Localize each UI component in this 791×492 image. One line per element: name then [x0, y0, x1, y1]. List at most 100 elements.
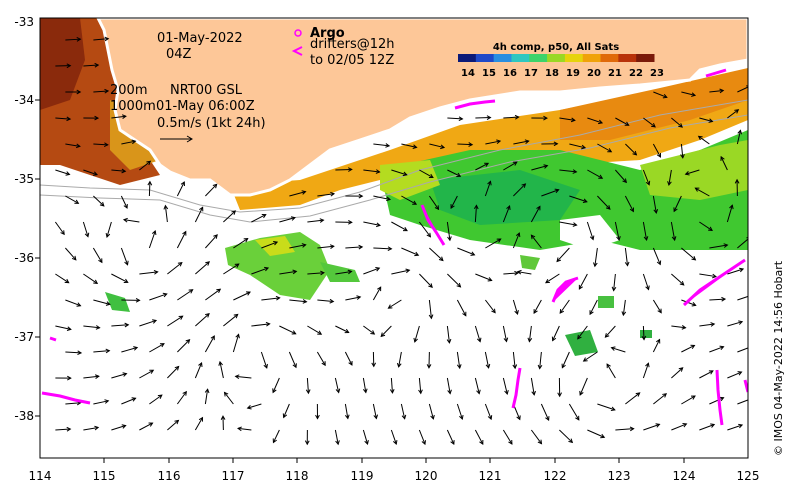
current-arrow	[272, 377, 280, 393]
current-arrowhead	[479, 440, 484, 445]
current-arrow	[391, 221, 408, 232]
current-arrowhead	[485, 363, 491, 369]
current-arrowhead	[682, 422, 688, 428]
current-arrowhead	[729, 204, 734, 210]
current-arrowhead	[386, 196, 392, 202]
current-arrowhead	[94, 62, 100, 68]
current-arrow	[65, 195, 79, 204]
current-arrow	[643, 423, 660, 431]
current-source-label: NRT00 GSL	[170, 83, 243, 98]
current-arrow	[82, 221, 89, 237]
current-arrow	[224, 392, 234, 405]
current-arrow	[457, 143, 473, 146]
current-arrowhead	[476, 337, 482, 343]
current-arrowhead	[575, 415, 580, 421]
current-arrowhead	[237, 426, 242, 432]
current-arrowhead	[94, 425, 100, 431]
current-arrow	[111, 273, 128, 283]
current-arrow	[474, 205, 477, 223]
current-arrow	[204, 389, 209, 405]
current-arrowhead	[607, 148, 613, 153]
current-arrow	[55, 273, 69, 284]
current-arrow	[335, 325, 349, 333]
current-arrow	[233, 238, 248, 249]
current-arrow	[247, 403, 262, 409]
current-arrowhead	[371, 362, 377, 368]
current-arrowhead	[447, 389, 452, 395]
current-arrowhead	[486, 115, 492, 120]
current-arrow	[561, 351, 570, 368]
current-arrow	[261, 241, 278, 249]
x-tick-label: 121	[479, 469, 502, 483]
current-arrowhead	[711, 273, 717, 279]
current-arrowhead	[373, 414, 379, 420]
current-arrow	[625, 143, 637, 156]
current-arrow	[624, 195, 634, 212]
current-arrowhead	[135, 297, 141, 303]
current-arrowhead	[568, 438, 574, 444]
current-arrow	[727, 268, 744, 275]
current-arrowhead	[210, 335, 215, 341]
current-arrow	[233, 291, 251, 301]
current-arrow	[446, 429, 455, 445]
current-time-label: 01-May 06:00Z	[156, 99, 255, 114]
current-arrow	[485, 238, 501, 249]
current-arrowhead	[589, 235, 595, 241]
current-arrowhead	[624, 261, 630, 267]
current-arrowhead	[721, 296, 727, 302]
current-arrow	[736, 130, 741, 145]
x-tick-label: 123	[608, 469, 631, 483]
current-arrow	[589, 299, 598, 315]
current-arrowhead	[105, 348, 111, 354]
current-arrow	[121, 347, 138, 353]
current-arrow	[121, 397, 136, 405]
current-arrow	[279, 325, 296, 335]
current-arrow	[614, 221, 620, 241]
current-arrowhead	[319, 218, 325, 223]
current-arrow	[541, 189, 559, 197]
current-arrowhead	[536, 205, 541, 211]
current-arrowhead	[152, 319, 158, 324]
current-arrow	[446, 221, 451, 241]
current-arrow	[597, 403, 615, 411]
colorbar-swatch	[636, 54, 655, 62]
current-arrowhead	[512, 161, 518, 166]
current-arrowhead	[708, 370, 714, 375]
current-arrow	[164, 205, 168, 223]
current-arrowhead	[290, 216, 296, 221]
plot-frame	[39, 17, 749, 459]
current-arrow	[587, 117, 603, 124]
current-arrow	[317, 299, 334, 303]
current-arrowhead	[94, 115, 100, 121]
current-arrowhead	[643, 236, 649, 242]
current-arrow	[345, 246, 363, 249]
current-arrowhead	[335, 388, 341, 394]
current-arrow	[587, 169, 603, 179]
current-arrowhead	[610, 346, 616, 351]
current-arrow	[720, 156, 728, 171]
current-arrow	[698, 135, 710, 145]
current-arrowhead	[694, 187, 700, 192]
current-arrowhead	[604, 333, 610, 338]
current-arrow	[559, 429, 573, 443]
current-arrowhead	[233, 313, 239, 319]
current-arrow	[55, 428, 71, 431]
current-arrowhead	[554, 188, 560, 194]
current-arrow	[583, 351, 598, 362]
current-arrowhead	[92, 171, 99, 176]
current-arrowhead	[302, 299, 308, 304]
current-arrowhead	[635, 392, 641, 397]
current-arrowhead	[645, 180, 651, 186]
current-arrowhead	[572, 222, 578, 227]
current-arrow	[223, 314, 239, 327]
current-arrow	[83, 375, 99, 379]
current-arrow	[120, 195, 128, 209]
current-arrow	[613, 273, 616, 291]
current-arrowhead	[403, 226, 408, 232]
current-arrowhead	[75, 143, 81, 149]
current-arrow	[552, 325, 560, 341]
current-arrowhead	[375, 169, 381, 174]
current-arrowhead	[561, 363, 566, 369]
current-arrowhead	[543, 115, 548, 121]
current-arrow	[167, 315, 183, 327]
